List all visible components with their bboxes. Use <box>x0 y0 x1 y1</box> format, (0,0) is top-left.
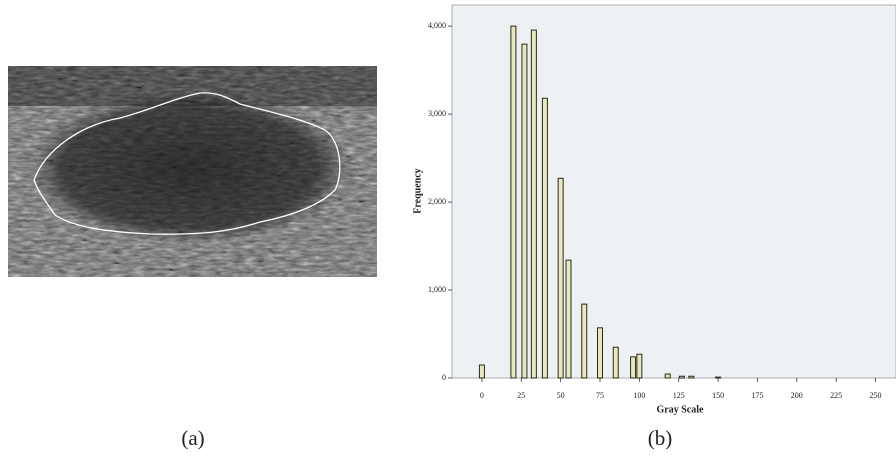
panel-label: (a) <box>181 426 204 450</box>
x-tick-label: 175 <box>751 391 763 400</box>
y-tick-label: 3,000 <box>428 109 446 118</box>
ultrasound-image <box>8 66 377 277</box>
chart: Gray Scale Frequency 0 1,000 2,000 3,000 4,0… <box>412 5 896 415</box>
bar <box>542 98 547 378</box>
x-axis-title: Gray Scale <box>657 404 704 415</box>
x-tick-label: 125 <box>673 391 685 400</box>
bar <box>665 374 670 378</box>
bar <box>637 354 642 378</box>
x-tick-label: 225 <box>830 391 842 400</box>
bar <box>522 44 527 378</box>
bar <box>531 30 536 378</box>
bar <box>679 376 684 378</box>
panel-label: (b) <box>648 426 673 450</box>
y-tick-label: 2,000 <box>428 197 446 206</box>
bar <box>613 347 618 378</box>
figure: Gray Scale Frequency 0 1,000 2,000 3,000 4,0… <box>0 0 896 461</box>
y-axis-title: Frequency <box>412 168 423 213</box>
x-tick-label: 25 <box>517 391 525 400</box>
bar <box>558 178 563 378</box>
bar <box>689 376 694 378</box>
bar <box>511 26 516 378</box>
bar <box>598 328 603 378</box>
x-tick-label: 50 <box>557 391 565 400</box>
plot-area <box>452 5 896 378</box>
x-tick-label: 75 <box>596 391 604 400</box>
bar <box>479 365 484 378</box>
x-tick-label: 0 <box>480 391 484 400</box>
x-tick-label: 200 <box>791 391 803 400</box>
bar <box>566 260 571 378</box>
bar <box>631 357 636 378</box>
bar <box>582 304 587 378</box>
x-tick-label: 100 <box>633 391 645 400</box>
y-tick-label: 0 <box>442 373 446 382</box>
x-tick-label: 250 <box>870 391 882 400</box>
x-tick-label: 150 <box>712 391 724 400</box>
bar <box>716 377 721 378</box>
y-tick-label: 4,000 <box>428 21 446 30</box>
y-tick-label: 1,000 <box>428 285 446 294</box>
